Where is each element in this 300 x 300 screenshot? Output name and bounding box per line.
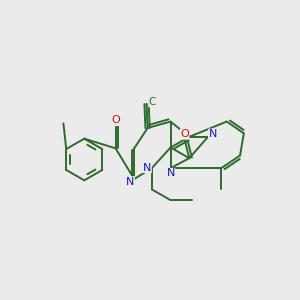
Text: N: N — [143, 163, 151, 172]
Text: O: O — [180, 129, 189, 139]
Text: N: N — [167, 168, 175, 178]
Text: N: N — [126, 177, 134, 187]
Text: N: N — [208, 129, 217, 139]
Text: C: C — [149, 97, 156, 107]
Text: O: O — [111, 116, 120, 125]
